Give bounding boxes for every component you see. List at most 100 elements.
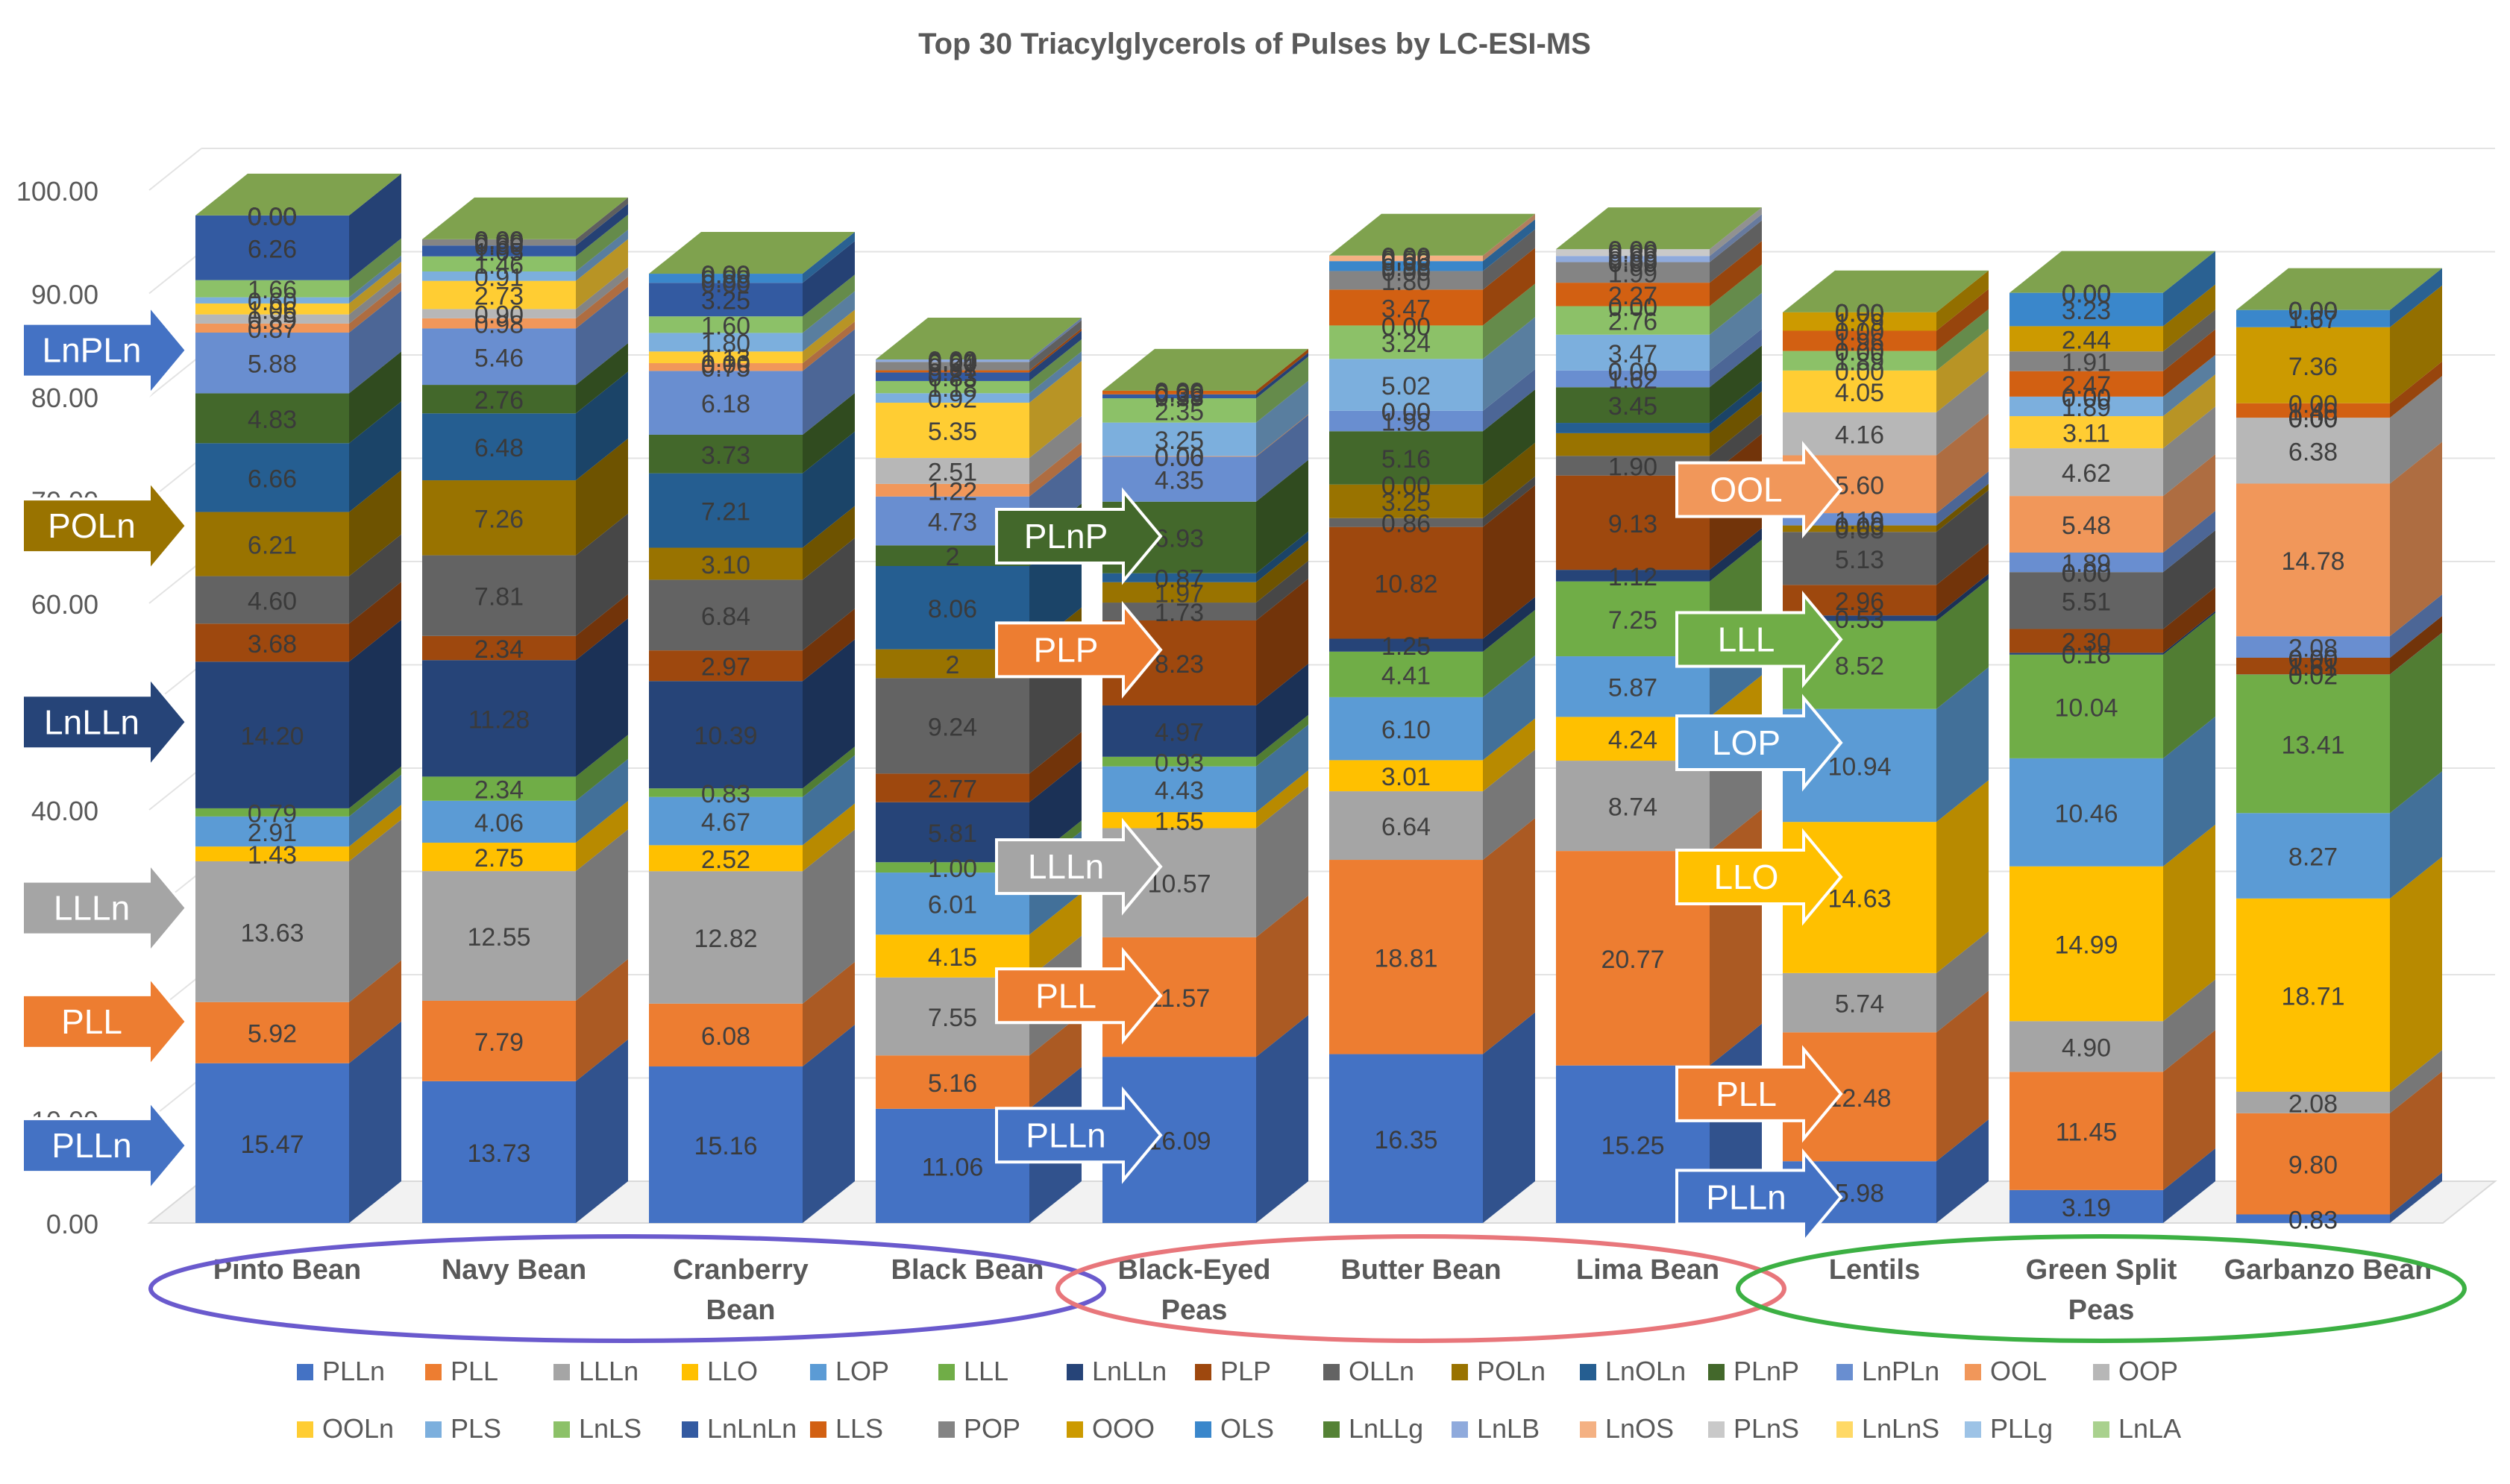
segment-side-lnoln [576,371,628,481]
data-label-oop: 0.00 [701,350,750,379]
segment-olln [2009,572,2163,629]
segment-lnlnln [1102,394,1256,399]
segment-side-llo [349,805,401,861]
segment-side-ool [2163,454,2215,553]
data-label-lll: 0.93 [1155,749,1204,777]
annotation-label: PLLn [1026,1116,1105,1154]
segment-lnos [1329,255,1483,262]
legend-item-lnlns: LnLnS [1836,1413,1939,1444]
segment-pop [2009,351,2163,371]
annotation-arrow-lnpln: LnPLn [21,301,189,400]
legend-label: PLS [451,1413,501,1444]
segment-side-lls [1936,289,1989,351]
data-label-lnlb: 0.00 [248,203,297,231]
segment-lnoln [649,473,803,548]
segment-lop [422,800,576,843]
y-tick-label: 90.00 [31,280,98,310]
segment-plnp [1556,387,1710,424]
legend-swatch [1965,1364,1981,1380]
data-label-lnlb: 0.00 [1835,300,1884,328]
data-label-lls: 3.47 [1381,295,1431,323]
legend-item-lll: LLL [938,1356,1008,1386]
segment-side-lnpln [1936,471,1989,526]
data-label-pllg: 0.00 [2062,280,2111,309]
data-label-lnllg: 0.00 [474,227,524,255]
stack-butter-bean [1329,213,1535,1223]
data-label-lnls: 1.18 [928,374,977,403]
segment-side-ols [2390,268,2442,327]
segment-side-poln [1256,540,1308,603]
segment-ooo [2236,327,2390,403]
segment-ool [2236,483,2390,637]
segment-side-lnls [1483,283,1535,359]
data-label-lnpln: 1.89 [2062,550,2111,578]
segment-side-oop [576,267,628,318]
x-tick-label-line: Bean [706,1295,776,1326]
data-label-ooo: 2.44 [2062,326,2111,354]
segment-lnlb [1556,256,1710,262]
segment-side-olln [349,534,401,624]
data-label-pop: 1.99 [1608,260,1657,288]
segment-side-pll [2390,1071,2442,1215]
segment-side-llln [1936,931,1989,1033]
data-label-plln: 0.83 [2288,1206,2338,1234]
annotation-arrow-shape [21,477,189,575]
segment-side-lop [2163,716,2215,867]
stack-pinto-bean [195,173,401,1223]
segment-lnpln [1102,456,1256,502]
data-label-lnllg: 0.00 [1835,300,1884,328]
legend-label: LLL [964,1356,1008,1386]
segment-side-plln [2390,1172,2442,1223]
data-label-olln: 4.60 [248,587,297,615]
segment-lll [876,862,1029,873]
data-label-pop: 1.91 [2062,348,2111,377]
x-tick-label-line: Green Split [2026,1254,2177,1286]
segment-llo [1329,760,1483,792]
data-label-lnla: 0.00 [2062,280,2111,309]
segment-poln [649,547,803,580]
data-label-lnls: 0.00 [2062,384,2111,412]
segment-side-lnlln [2390,632,2442,675]
data-label-plp: 2.30 [2062,628,2111,656]
segment-side-lls [1483,248,1535,326]
data-label-lnlb: 0.00 [1381,248,1431,277]
annotation-arrow-shape [1675,441,1843,539]
data-label-plp: 9.13 [1608,510,1657,538]
data-label-ool: 1.22 [928,477,977,506]
segment-pls [1329,359,1483,411]
data-label-ols: 1.67 [2288,306,2338,334]
segment-side-ooln [803,309,855,363]
data-label-lop: 4.67 [701,808,750,837]
data-label-lnlb: 0.00 [701,261,750,289]
segment-llln [2236,1091,2390,1113]
data-label-lnlns: 0.00 [928,347,977,375]
data-label-lnllg: 0.00 [2288,298,2338,326]
segment-llln [1783,972,1936,1033]
segment-side-lnlln [1710,528,1762,582]
annotation-label: PLL [1035,976,1096,1015]
legend-label: PLnP [1734,1356,1799,1386]
data-label-plns: 0.00 [248,203,297,231]
data-label-llo: 4.24 [1608,726,1657,755]
segment-oop [876,458,1029,484]
data-label-ols: 3.23 [2062,297,2111,325]
annotation-arrow-shape [995,817,1163,916]
data-label-llo: 18.71 [2281,982,2344,1010]
legend-item-lnlb: LnLB [1452,1413,1540,1444]
data-label-pls: 0.00 [1835,358,1884,386]
legend-label: OOL [1990,1356,2047,1386]
legend-label: LnLA [2118,1413,2181,1444]
segment-side-lnlnln [349,173,401,280]
legend-swatch [1452,1421,1468,1438]
segment-lnpln [2236,636,2390,658]
segment-lnlln [1329,638,1483,652]
segment-side-ool [1936,413,1989,514]
data-label-lnpln: 6.18 [701,390,750,418]
segment-pop [422,239,576,246]
annotation-arrow-plln: PLLn [1675,1148,1843,1246]
segment-lll [422,776,576,801]
data-label-poln: 6.21 [248,532,297,560]
segment-side-lnpln [2163,510,2215,573]
segment-lnls [1329,325,1483,359]
segment-side-lnpln [1256,415,1308,502]
